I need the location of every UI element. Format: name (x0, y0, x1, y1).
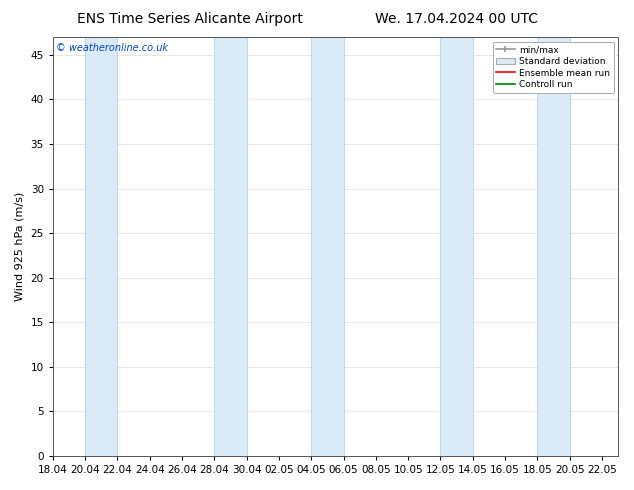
Text: ENS Time Series Alicante Airport: ENS Time Series Alicante Airport (77, 12, 303, 26)
Text: We. 17.04.2024 00 UTC: We. 17.04.2024 00 UTC (375, 12, 538, 26)
Bar (85, 37, 117, 456)
Bar (441, 37, 473, 456)
Text: © weatheronline.co.uk: © weatheronline.co.uk (56, 43, 167, 53)
Bar (538, 37, 570, 456)
Bar (311, 37, 344, 456)
Bar (214, 37, 247, 456)
Y-axis label: Wind 925 hPa (m/s): Wind 925 hPa (m/s) (15, 192, 25, 301)
Legend: min/max, Standard deviation, Ensemble mean run, Controll run: min/max, Standard deviation, Ensemble me… (493, 42, 614, 93)
